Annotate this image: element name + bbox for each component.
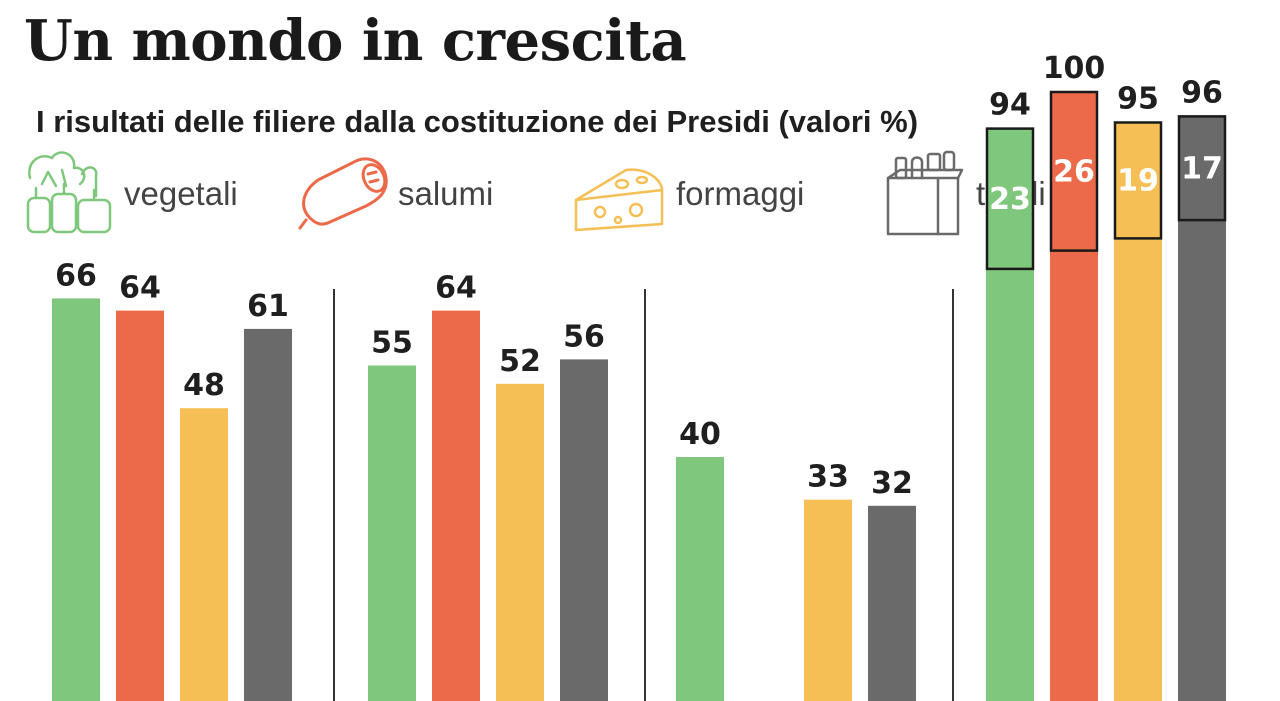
value-label-totali-group-2: 56 [563,319,605,354]
bar-vegetali-group-1 [52,298,100,701]
bar-totali-group-2 [560,359,608,701]
inner-label-vegetali: 23 [989,182,1031,217]
value-label-totali-group-1: 61 [247,289,289,324]
bar-salumi-group-2 [432,310,480,701]
value-label-vegetali-group-4: 94 [989,88,1031,123]
bar-totali-group-3 [868,505,916,701]
inner-segment-formaggi [1113,121,1163,240]
bar-formaggi-group-3 [804,499,852,701]
value-label-totali-group-4: 96 [1181,75,1223,110]
bar-formaggi-group-1 [180,408,228,701]
bars [52,90,1227,701]
value-label-vegetali-group-3: 40 [679,417,721,452]
chart-title: Un mondo in crescita [24,8,687,74]
legend-item-formaggi: formaggi [570,148,804,240]
inner-label-formaggi: 19 [1117,163,1159,198]
inner-label-salumi: 26 [1053,154,1095,189]
legend-label-salumi: salumi [398,175,494,212]
cheese-icon [570,148,668,240]
bar-totali-group-4 [1178,115,1226,701]
legend-label-formaggi: formaggi [676,175,805,212]
legend-item-vegetali: vegetali [22,148,238,240]
chart-subtitle: I risultati delle filiere dalla costituz… [36,104,919,139]
inner-segment-vegetali [985,127,1035,271]
inner-label-totali: 17 [1181,151,1223,186]
bar-formaggi-group-4 [1114,121,1162,701]
inner-segment-salumi [1049,90,1099,252]
value-label-salumi-group-4: 100 [1043,51,1106,86]
salami-icon [296,148,390,240]
bar-totali-group-1 [244,328,292,701]
legend-label-vegetali: vegetali [124,175,238,212]
bar-formaggi-group-2 [496,383,544,701]
value-label-formaggi-group-4: 95 [1117,82,1159,117]
vegetables-icon [22,148,116,240]
value-label-salumi-group-2: 64 [435,271,477,306]
value-label-vegetali-group-1: 66 [55,258,97,293]
bar-salumi-group-1 [116,310,164,701]
inner-segment-totali [1177,115,1227,222]
value-label-formaggi-group-2: 52 [499,344,541,379]
value-label-formaggi-group-3: 33 [807,460,849,495]
value-label-vegetali-group-2: 55 [371,326,413,361]
bar-vegetali-group-4 [986,127,1034,701]
grocery-bag-icon [882,148,968,240]
value-label-totali-group-3: 32 [871,466,913,501]
legend-item-salumi: salumi [296,148,493,240]
bar-salumi-group-4 [1050,91,1098,701]
bar-vegetali-group-2 [368,365,416,701]
value-label-salumi-group-1: 64 [119,271,161,306]
value-label-formaggi-group-1: 48 [183,368,225,403]
group-dividers [333,289,954,701]
bar-vegetali-group-3 [676,457,724,701]
value-labels: 66 64 48 61 55 64 52 56 40 33 32 23 94 26 100 19 95 17 96 [55,51,1223,501]
